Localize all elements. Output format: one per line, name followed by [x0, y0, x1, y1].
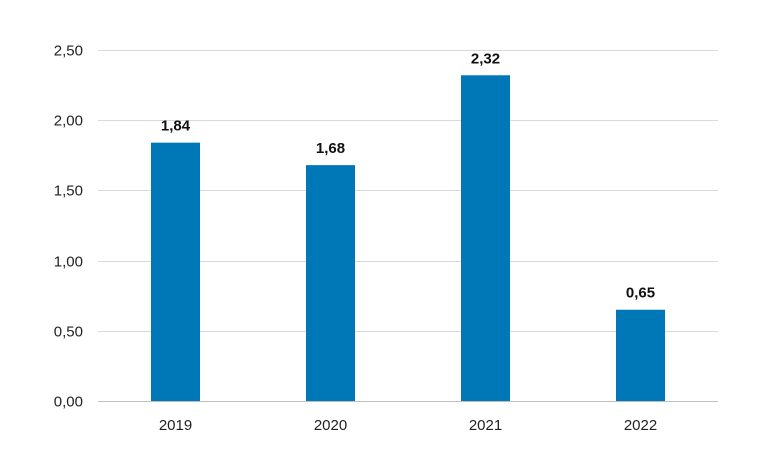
data-label-2021: 2,32: [471, 50, 500, 67]
x-tick-label: 2021: [469, 417, 502, 434]
data-labels: 1,84 1,68 2,32 0,65: [161, 50, 655, 301]
data-label-2020: 1,68: [316, 140, 345, 157]
bar-2019: [151, 142, 200, 401]
y-tick-label: 1,50: [54, 183, 83, 200]
y-tick-label: 2,00: [54, 113, 83, 130]
y-tick-label: 0,50: [54, 324, 83, 341]
x-tick-label: 2019: [159, 417, 192, 434]
bar-2022: [616, 309, 665, 401]
data-label-2022: 0,65: [626, 285, 655, 302]
bar-2020: [306, 165, 355, 401]
y-tick-label: 2,50: [54, 43, 83, 60]
x-tick-label: 2022: [624, 417, 657, 434]
x-tick-label: 2020: [314, 417, 347, 434]
gridlines: [98, 50, 718, 402]
y-tick-label: 0,00: [54, 394, 83, 411]
bar-2021: [461, 75, 510, 401]
bars: [151, 75, 665, 401]
data-label-2019: 1,84: [161, 118, 191, 135]
y-tick-label: 1,00: [54, 254, 83, 271]
x-axis-ticks: 2019 2020 2021 2022: [159, 417, 657, 434]
y-axis-ticks: 0,00 0,50 1,00 1,50 2,00 2,50: [54, 43, 83, 411]
